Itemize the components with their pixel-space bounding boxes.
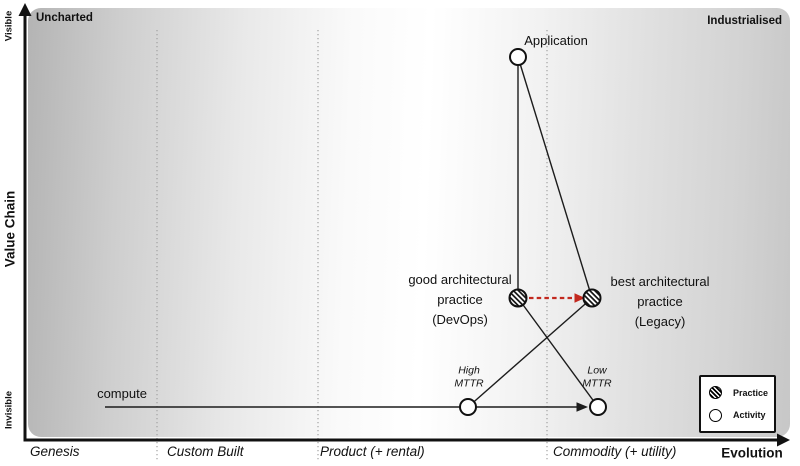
- x-axis-arrowhead-icon: [777, 433, 790, 447]
- x-axis-title: Evolution: [721, 445, 783, 461]
- industrialised-label: Industrialised: [707, 15, 782, 27]
- node-application[interactable]: [509, 48, 527, 66]
- y-axis-arrowhead-icon: [18, 3, 32, 16]
- edge-line: [517, 297, 599, 408]
- label-compute: compute: [97, 386, 147, 401]
- axes: [18, 3, 790, 447]
- y-axis-invisible-label: Invisible: [3, 390, 15, 430]
- label-best-architectural-practice: best architectural practice (Legacy): [610, 274, 710, 329]
- stage-label-genesis: Genesis: [30, 444, 80, 459]
- legend-practice-label: Practice: [733, 387, 769, 398]
- legend-activity-label: Activity: [733, 410, 766, 421]
- label-application: Application: [524, 33, 588, 48]
- node-best-architectural-practice[interactable]: [582, 288, 602, 308]
- label-good-architectural-practice: good architectural practice (DevOps): [408, 272, 512, 327]
- edges: [105, 56, 599, 412]
- compute-arrowhead-icon: [576, 402, 588, 412]
- legend-item-activity: Activity: [709, 408, 774, 422]
- activity-open-circle-icon: [709, 408, 722, 422]
- movement-arrows: [529, 293, 585, 303]
- movement-arrowhead-icon: [574, 293, 585, 303]
- map-background-gradient: [28, 8, 790, 437]
- node-high-mttr[interactable]: [459, 398, 477, 416]
- edge-line: [517, 56, 593, 299]
- label-low-mttr: Low MTTR: [582, 364, 612, 390]
- y-axis-visible-label: Visible: [3, 10, 15, 42]
- legend-box: Practice Activity: [699, 375, 776, 433]
- nodes: [459, 48, 607, 416]
- stage-boundaries: [156, 30, 548, 461]
- edge-line: [467, 297, 593, 408]
- stage-label-product: Product (+ rental): [320, 444, 425, 459]
- legend-item-practice: Practice: [709, 386, 774, 400]
- practice-hatched-circle-icon: [709, 386, 722, 400]
- y-axis-title: Value Chain: [2, 190, 18, 268]
- label-high-mttr: High MTTR: [454, 364, 484, 390]
- stage-label-custom-built: Custom Built: [167, 444, 244, 459]
- node-low-mttr[interactable]: [589, 398, 607, 416]
- uncharted-label: Uncharted: [36, 12, 93, 24]
- stage-label-commodity: Commodity (+ utility): [553, 444, 677, 459]
- node-good-architectural-practice[interactable]: [508, 288, 528, 308]
